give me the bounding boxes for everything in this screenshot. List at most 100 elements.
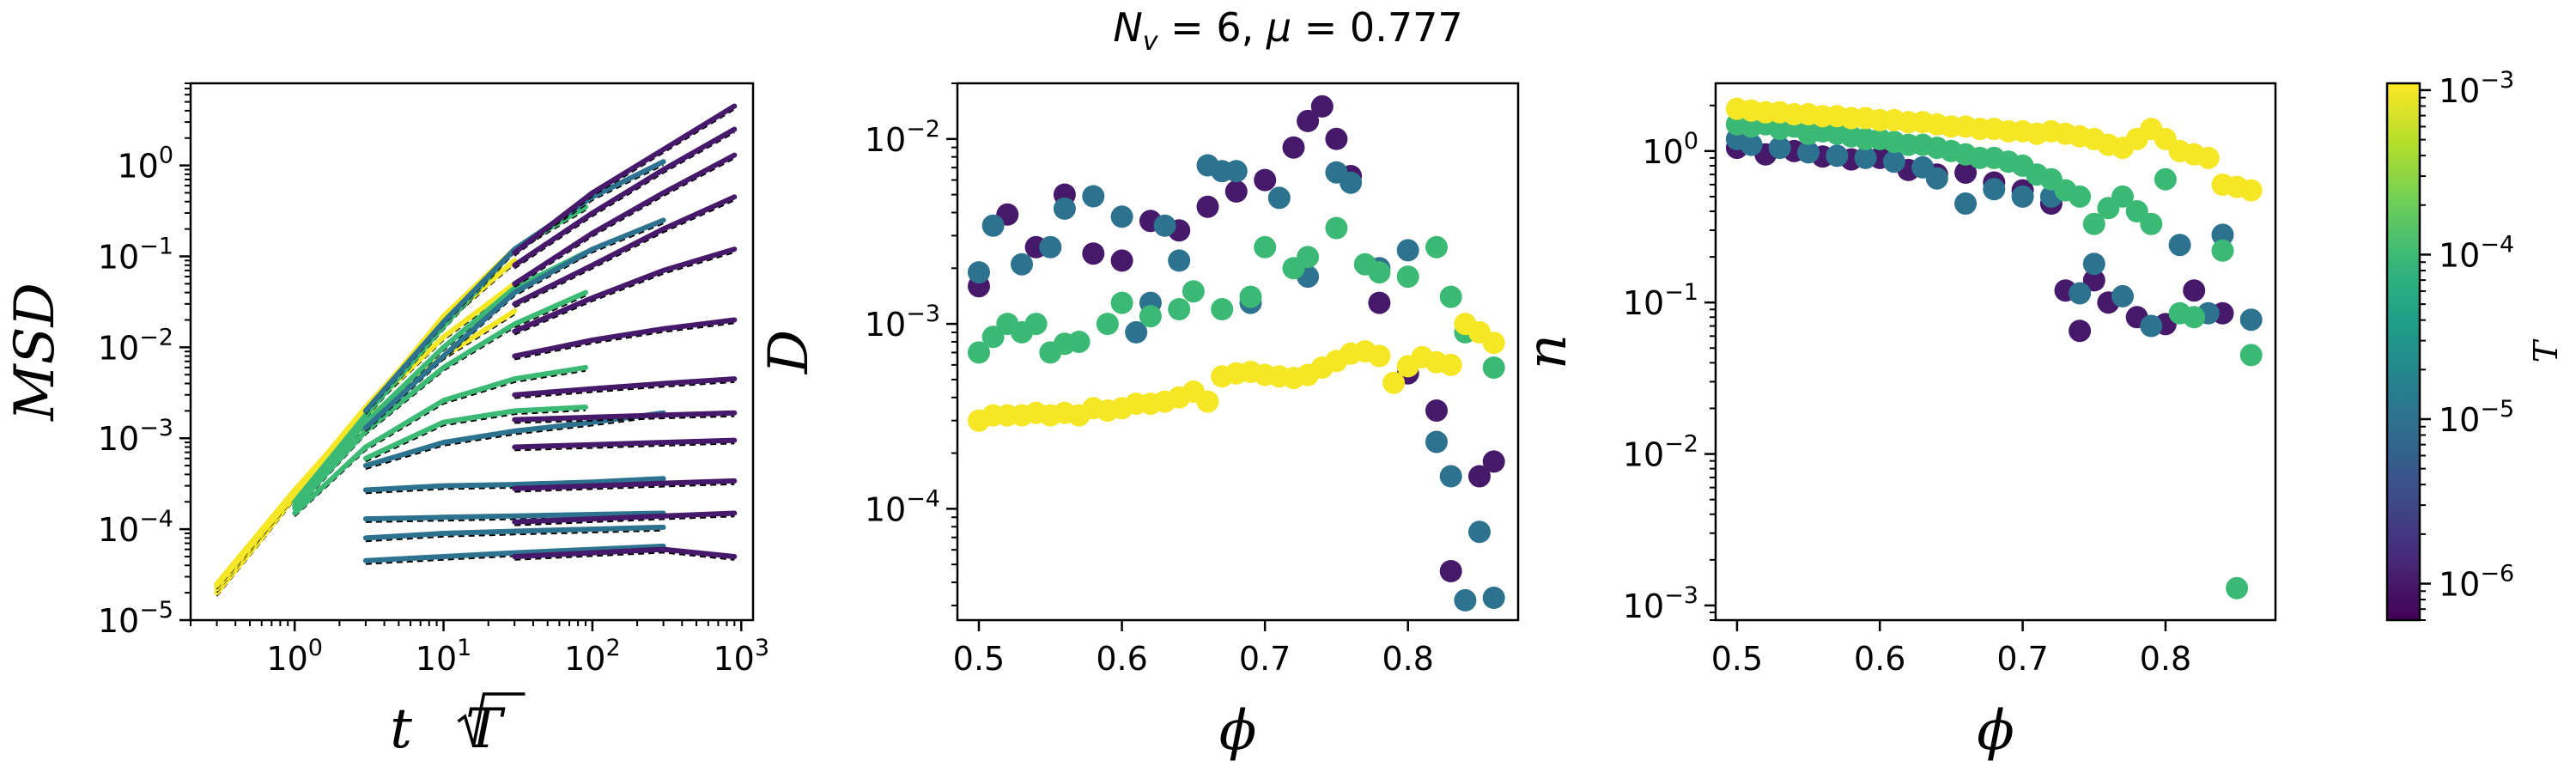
diffusion-point [1182,280,1205,303]
diffusion-point [1368,261,1391,284]
exponent-point [2082,253,2105,276]
sqrt-symbol [457,692,526,746]
diffusion-point [1096,313,1119,336]
msd-curve [362,510,666,522]
msd-curve [362,524,666,541]
msd-curve [512,410,738,423]
diffusion-point [1382,371,1406,394]
msd-fit-line [513,251,735,336]
msd-curve [292,289,588,511]
diffusion-point [1211,298,1234,320]
exponent-point [2069,282,2092,305]
msd-curve [512,126,738,268]
msd-curve [512,152,738,287]
exponent-point [1740,133,1763,156]
msd-fit-line [514,415,735,424]
exponent-point [2154,167,2177,191]
y-tick-label: 10−4 [98,506,173,549]
y-axis-label: n [1516,334,1579,369]
msd-fit-line [513,157,735,289]
x-tick-label: 0.5 [953,640,1005,678]
exponent-point [1768,137,1791,160]
exponent-point [2211,239,2234,262]
exponent-point [2111,284,2134,307]
exponent-panel: 0.5 0.6 0.7 0.8 10−3 10−2 10−1 100 ϕ n [1516,82,2277,763]
y-tick-label: 10−4 [865,485,940,528]
diffusion-point [1110,249,1133,272]
y-axis-label: D [757,330,821,374]
msd-fit-line [513,131,735,270]
exponent-point [2183,279,2206,302]
diffusion-point [1011,253,1033,276]
y-tick-label: 10−3 [98,415,173,458]
diffusion-point [1425,235,1448,259]
diffusion-point [1239,285,1262,308]
diffusion-point [981,326,1005,349]
colorbar-tick-label: 10−5 [2439,396,2514,439]
diffusion-point [1368,291,1391,314]
diffusion-point [1468,465,1491,488]
exponent-point [2239,179,2263,202]
msd-curve [362,476,666,493]
y-tick-label: 10−1 [98,233,173,276]
diffusion-point [1396,239,1419,262]
diffusion-point [1153,214,1176,237]
diffusion-point [1196,195,1219,218]
msd-curve [512,437,738,450]
y-tick-label: 100 [117,143,173,186]
msd-curve [512,247,738,334]
x-tick-label: 0.6 [1854,640,1905,678]
exponent-point [2211,223,2234,247]
exponent-point [1954,161,1978,184]
diffusion-point [1468,520,1491,544]
x-tick-label: 103 [713,635,769,678]
exponent-point [2168,234,2191,257]
exponent-point [2082,269,2105,292]
colorbar-tick-label: 10−4 [2439,231,2514,274]
msd-curve [362,159,666,414]
colorbar-tick-label: 10−3 [2439,67,2514,110]
diffusion-point [1053,197,1076,220]
msd-curve [362,217,666,431]
exponent-point [1983,178,2006,201]
y-tick-label: 100 [1642,128,1698,171]
msd-curve [512,478,738,491]
exponent-point [1925,167,1948,190]
diffusion-point [1168,298,1191,320]
exponent-axes-frame [1714,82,2277,622]
diffusion-point [1482,332,1505,355]
exponent-point [2239,344,2263,367]
diffusion-point [1110,291,1133,314]
diffusion-point [1125,320,1148,344]
msd-fit-line [365,529,664,543]
y-tick-label: 10−3 [865,301,940,344]
diffusion-point [1297,246,1320,269]
exponent-point [2069,320,2092,343]
x-tick-label: 0.7 [1996,640,2048,678]
msd-fit-line [514,380,735,399]
colorbar: 10−6 10−5 10−4 10−3 T [2385,67,2565,622]
y-tick-label: 10−2 [1623,431,1698,474]
colorbar-label: T [2527,338,2565,362]
diffusion-point [1310,94,1334,118]
exponent-point [2069,185,2092,208]
msd-fit-line [514,483,735,493]
exponent-point [2082,212,2105,235]
msd-fit-line [513,199,735,308]
y-tick-label: 10−2 [98,324,173,367]
msd-plot-area [214,103,738,597]
y-tick-label: 10−1 [1623,279,1698,322]
diffusion-point [981,214,1005,237]
msd-curve [362,410,666,469]
exponent-point [2111,185,2134,208]
exponent-point [2140,314,2163,338]
diffusion-point [1039,235,1062,259]
msd-fit-line [514,322,735,361]
x-tick-label: 0.8 [2140,640,2191,678]
msd-fit-line [513,108,735,257]
exponent-point [2183,306,2206,329]
diffusion-point [1425,399,1448,422]
diffusion-point [968,261,990,284]
exponent-point [1954,192,1978,215]
